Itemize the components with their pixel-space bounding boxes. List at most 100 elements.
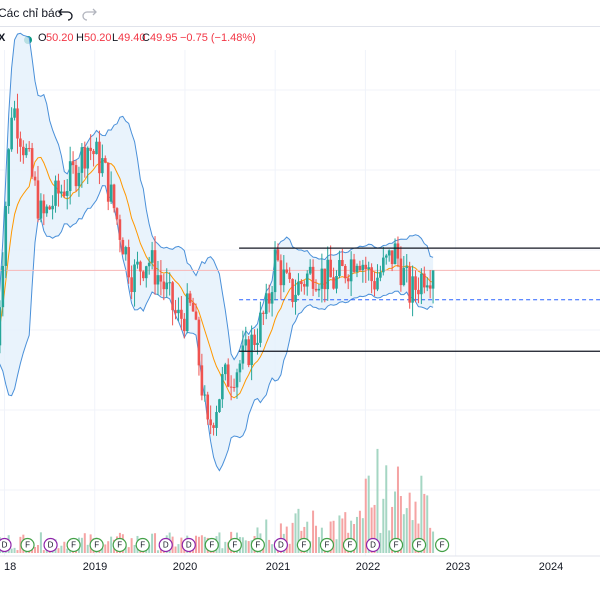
candlestick <box>121 237 125 255</box>
candlestick <box>267 284 271 313</box>
candlestick <box>405 254 409 283</box>
event-marker-label: D <box>370 541 376 550</box>
candlestick <box>320 253 324 303</box>
candlestick <box>273 241 277 301</box>
dividend-marker[interactable]: D <box>43 537 58 553</box>
candlestick <box>276 243 280 262</box>
candlestick <box>215 405 218 436</box>
earnings-marker[interactable]: F <box>388 537 404 553</box>
redo-icon[interactable] <box>80 3 98 21</box>
candlestick <box>364 256 368 284</box>
candlestick <box>361 259 365 283</box>
earnings-marker[interactable]: F <box>342 537 358 553</box>
candlestick <box>326 246 330 301</box>
candlestick <box>221 366 224 408</box>
dividend-marker[interactable]: D <box>181 537 196 553</box>
volume-bar <box>154 533 157 553</box>
dividend-marker[interactable]: D <box>273 537 288 553</box>
candlestick <box>376 264 379 292</box>
candlestick <box>294 279 297 315</box>
indicators-button[interactable]: Các chỉ báo <box>0 6 62 20</box>
symbol-label[interactable]: X <box>0 32 6 44</box>
bollinger-lower-line <box>0 185 434 472</box>
volume-bar <box>268 539 271 553</box>
dividend-marker[interactable]: D <box>365 537 381 553</box>
earnings-marker[interactable]: F <box>296 537 312 553</box>
dividend-marker[interactable]: D <box>0 537 12 553</box>
candlestick <box>98 130 101 185</box>
earnings-marker[interactable]: F <box>89 537 104 553</box>
candlestick <box>71 151 75 174</box>
volume-bar <box>396 466 399 553</box>
earnings-marker[interactable]: F <box>250 537 265 553</box>
volume-bar <box>180 537 183 553</box>
candlestick <box>311 259 315 297</box>
candlestick <box>13 100 16 121</box>
candlestick <box>349 251 353 297</box>
volume-bar <box>317 537 320 553</box>
candlestick <box>0 300 2 354</box>
volume-bar <box>200 535 203 553</box>
earnings-marker[interactable]: F <box>435 537 450 553</box>
earnings-marker[interactable]: F <box>20 537 35 553</box>
candlestick <box>101 144 104 177</box>
volume-bar <box>130 538 133 553</box>
event-marker-label: F <box>417 541 422 550</box>
candlestick <box>303 280 306 295</box>
volume-bar <box>388 530 391 553</box>
earnings-marker[interactable]: F <box>411 537 427 553</box>
candlestick <box>86 146 90 184</box>
candlestick <box>144 265 148 288</box>
dividend-marker[interactable]: D <box>158 537 173 553</box>
earnings-marker[interactable]: F <box>135 537 150 553</box>
candlestick <box>24 143 28 158</box>
candlestick <box>259 301 262 348</box>
close-value: 49.95 <box>150 32 178 44</box>
earnings-marker[interactable]: F <box>319 537 335 553</box>
event-marker-label: F <box>325 541 330 550</box>
candlestick <box>314 279 318 292</box>
volume-bar <box>156 550 159 553</box>
candlestick <box>142 270 145 282</box>
undo-icon[interactable] <box>57 3 75 21</box>
candlestick <box>323 268 327 303</box>
candlestick <box>212 422 215 436</box>
volume-bar <box>364 478 367 553</box>
earnings-marker[interactable]: F <box>227 537 242 553</box>
candlestick <box>57 173 60 207</box>
candlesticks <box>0 93 435 436</box>
candlestick <box>16 93 19 154</box>
candlestick <box>174 299 177 320</box>
earnings-marker[interactable]: F <box>204 537 219 553</box>
candlestick <box>39 193 43 223</box>
candlestick <box>1 252 5 317</box>
volume-bar <box>423 493 426 553</box>
volume-bar <box>10 548 13 553</box>
candlestick <box>147 256 151 275</box>
candlestick <box>358 260 362 272</box>
volume-bar <box>80 537 83 553</box>
candlestick <box>393 238 397 265</box>
candlestick <box>373 271 376 297</box>
candlestick <box>150 241 154 270</box>
candlestick <box>162 273 166 301</box>
volume-bar <box>405 508 408 553</box>
earnings-marker[interactable]: F <box>112 537 127 553</box>
volume-bar <box>373 504 376 553</box>
candlestick <box>431 270 435 304</box>
event-marker-label: F <box>117 541 122 550</box>
earnings-marker[interactable]: F <box>66 537 81 553</box>
event-marker-label: F <box>94 541 99 550</box>
volume-bar <box>402 514 405 553</box>
event-marker-label: F <box>301 541 306 550</box>
volume-bar <box>83 533 86 553</box>
candlestick <box>130 265 133 300</box>
candlestick <box>109 171 113 204</box>
open-key: O <box>38 32 47 44</box>
volume-bar <box>60 545 63 553</box>
candlestick <box>264 283 268 320</box>
candlestick <box>241 330 245 370</box>
candlestick <box>414 270 417 303</box>
